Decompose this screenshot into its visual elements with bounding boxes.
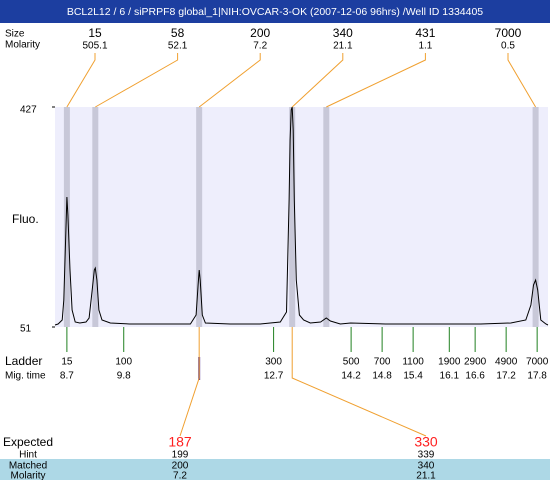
peak-size: 58 <box>171 26 185 40</box>
fragment-connector <box>179 327 200 437</box>
fragment-hint: 339 <box>418 450 435 461</box>
peak-molarity: 0.5 <box>501 41 515 52</box>
fragment-expected: 330 <box>414 434 438 450</box>
ladder-time: 14.8 <box>372 371 392 382</box>
fragment-molarity: 7.2 <box>173 471 187 480</box>
peak-molarity: 7.2 <box>253 41 267 52</box>
peak-size: 7000 <box>495 26 522 40</box>
fragment-molarity: 21.1 <box>416 471 436 480</box>
peak-band <box>289 107 296 327</box>
ladder-time: 17.2 <box>496 371 516 382</box>
ladder-time: 8.7 <box>60 371 74 382</box>
peak-molarity: 21.1 <box>333 41 353 52</box>
y-axis-label: Fluo. <box>12 212 39 226</box>
y-tick-label: 427 <box>20 105 37 116</box>
peak-connector <box>291 53 344 108</box>
chart-title: BCL2L12 / 6 / siPRPF8 global_1|NIH:OVCAR… <box>67 6 483 18</box>
peak-connector <box>326 53 426 108</box>
trace <box>54 106 549 326</box>
y-tick-label: 51 <box>20 324 32 335</box>
peak-size: 431 <box>415 26 435 40</box>
peak-molarity: 505.1 <box>82 41 107 52</box>
molarity-header: Molarity <box>5 40 40 51</box>
peak-connector <box>198 53 261 108</box>
size-header: Size <box>5 29 25 40</box>
peak-molarity: 52.1 <box>168 41 188 52</box>
ladder-size: 7000 <box>526 357 549 368</box>
peak-band <box>323 107 330 327</box>
ladder-time: 16.1 <box>440 371 460 382</box>
fragment-hint: 199 <box>172 450 189 461</box>
row-label: Expected <box>3 435 53 449</box>
fragment-expected: 187 <box>168 434 192 450</box>
ladder-size: 700 <box>374 357 391 368</box>
plot-area <box>55 107 548 327</box>
peak-connector <box>66 53 96 108</box>
peak-size: 340 <box>333 26 353 40</box>
fragment-matched: 200 <box>172 461 189 472</box>
title-bar <box>0 0 550 23</box>
ladder-size: 500 <box>343 357 360 368</box>
ladder-time: 16.6 <box>465 371 485 382</box>
ladder-time: 12.7 <box>264 371 284 382</box>
fragment-matched: 340 <box>418 461 435 472</box>
peak-band <box>196 107 203 327</box>
row-label: Hint <box>19 450 37 461</box>
peak-connector <box>507 53 537 108</box>
ladder-size: 1100 <box>402 357 424 368</box>
peak-band <box>92 107 99 327</box>
row-label: Molarity <box>10 471 45 480</box>
peak-connector <box>95 53 179 108</box>
peak-size: 200 <box>250 26 270 40</box>
ladder-time: 17.8 <box>527 371 547 382</box>
ladder-label: Ladder <box>5 354 42 368</box>
peak-molarity: 1.1 <box>418 41 432 52</box>
ladder-size: 1900 <box>438 357 461 368</box>
row-band <box>0 459 550 480</box>
ladder-time: 9.8 <box>117 371 131 382</box>
peak-band <box>63 107 70 327</box>
ladder-time: 14.2 <box>341 371 361 382</box>
ladder-time: 15.4 <box>403 371 423 382</box>
peak-band <box>532 107 539 327</box>
ladder-size: 100 <box>115 357 132 368</box>
row-label: Matched <box>9 461 47 472</box>
ladder-size: 2900 <box>464 357 487 368</box>
peak-size: 15 <box>88 26 102 40</box>
migtime-label: Mig. time <box>5 371 46 382</box>
ladder-size: 4900 <box>495 357 518 368</box>
fragment-connector <box>291 327 427 437</box>
ladder-size: 15 <box>61 357 73 368</box>
ladder-size: 300 <box>265 357 282 368</box>
